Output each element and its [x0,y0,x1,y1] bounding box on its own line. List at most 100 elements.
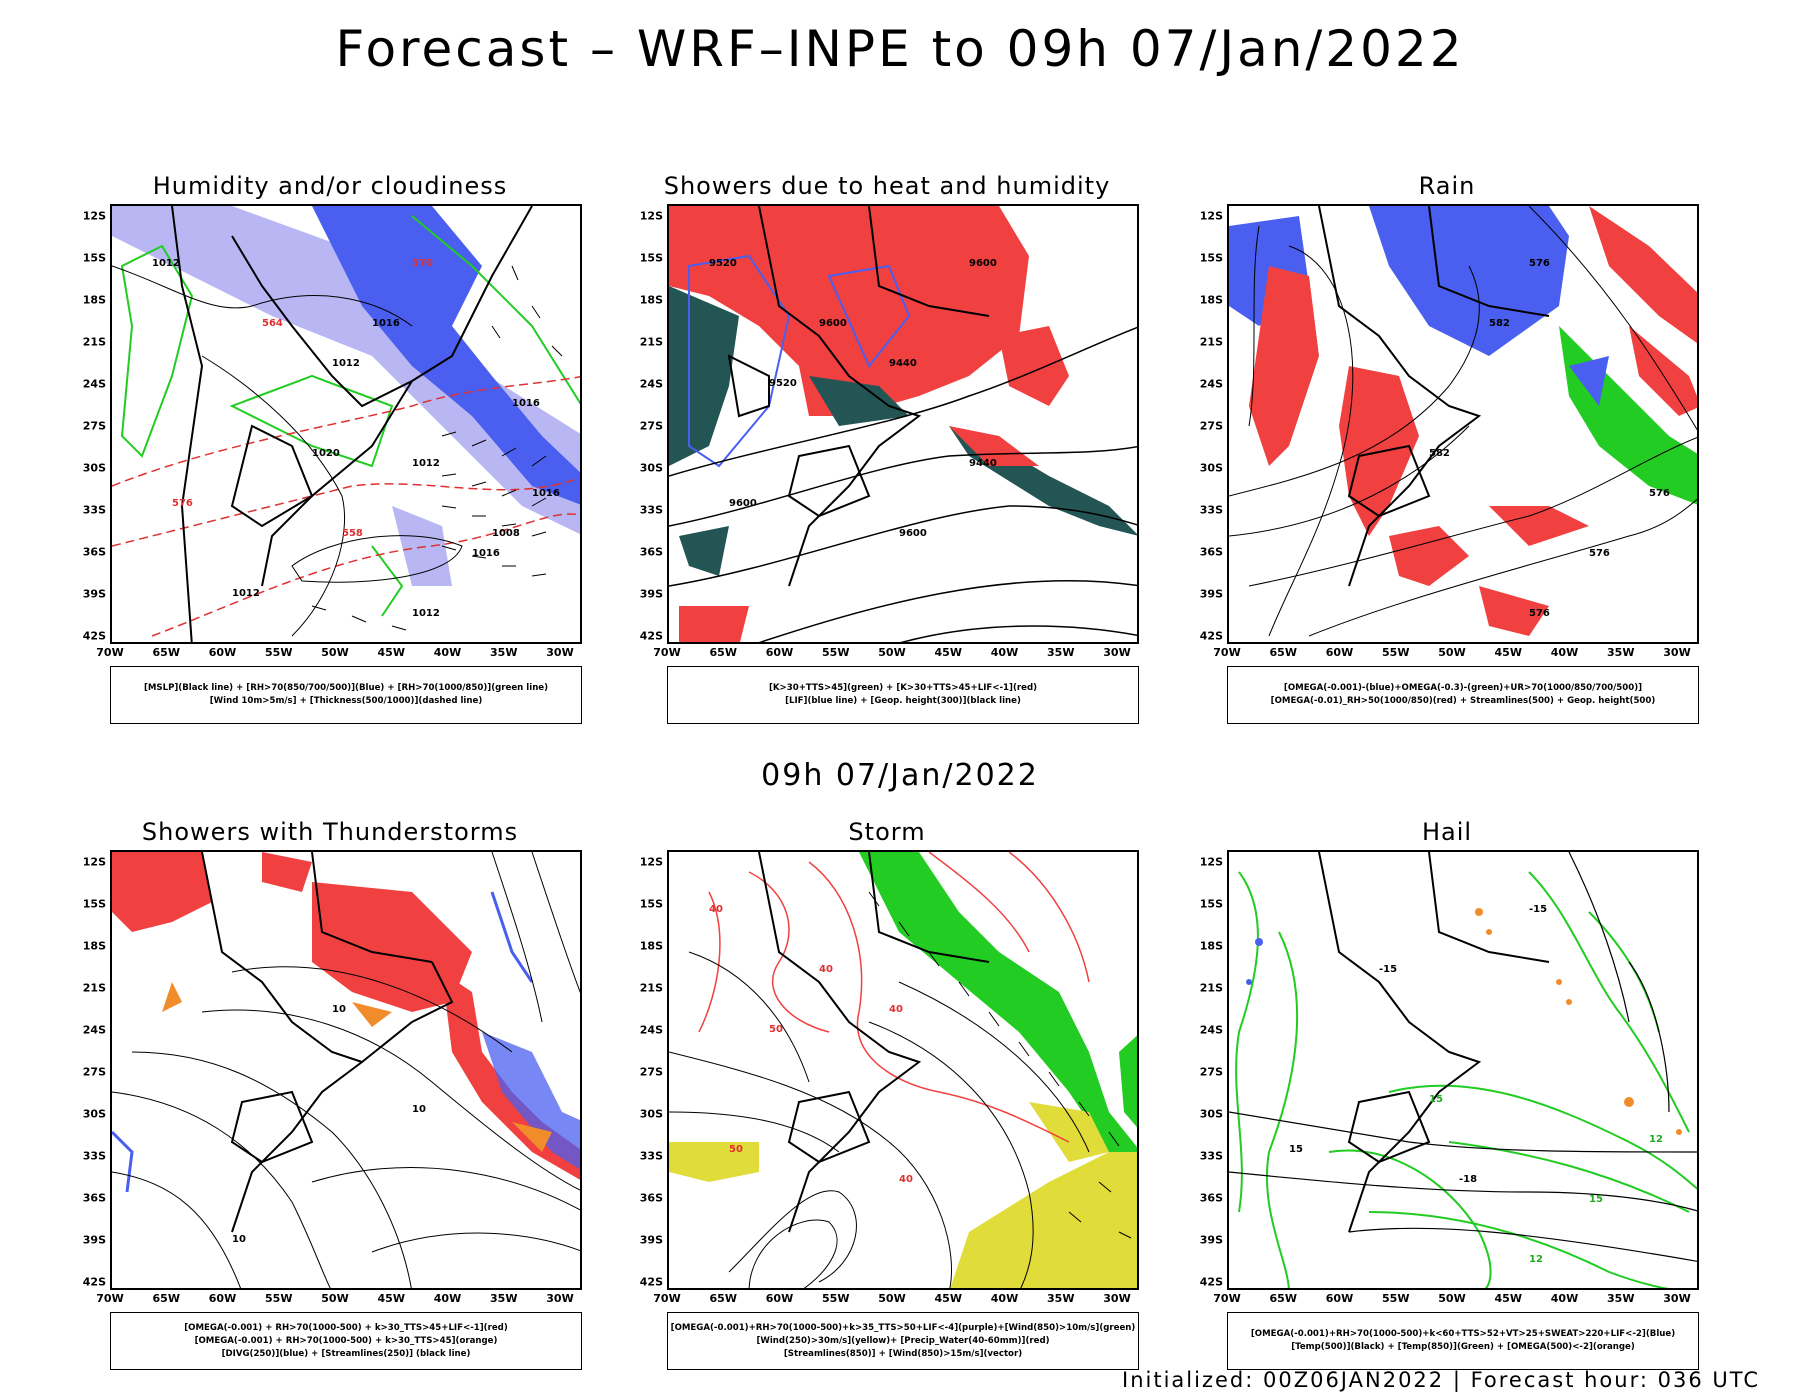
contour-label: 10 [332,1004,346,1015]
contour-label: 1016 [512,398,540,409]
lat-tick-label: 42S [82,629,106,643]
legend-rain: [OMEGA(-0.001)-(blue)+OMEGA(-0.3)-(green… [1227,666,1699,724]
lat-tick-label: 12S [1199,209,1223,223]
contour-label: 1016 [472,548,500,559]
lon-tick-label: 70W [653,1292,681,1305]
contour-label: 10 [412,1104,426,1115]
lon-axis: 70W 65W 60W 55W 50W 45W 40W 35W 30W [96,1292,582,1308]
lat-tick-label: 24S [1199,1023,1223,1037]
panel-rain: Rain 12S 15S 18S 21S 24S 27S 30S 33S 36S 39S 42S [1187,172,1707,732]
contour-label: 570 [412,258,433,269]
contour-label: 1012 [232,588,260,599]
contour-label: 9600 [899,528,927,539]
lat-tick-label: 27S [1199,419,1223,433]
contour-label: 50 [769,1024,783,1035]
lon-tick-label: 30W [1103,646,1131,659]
contour-label: 9600 [729,498,757,509]
legend-line-1: [OMEGA(-0.001)+RH>70(1000-500)+k<60+TTS>… [1250,1329,1676,1339]
lat-tick-label: 12S [639,855,663,869]
map-rain[interactable]: 582 582 576 576 576 576 [1227,204,1699,644]
lat-tick-label: 15S [639,897,663,911]
lon-tick-label: 50W [321,1292,349,1305]
panel-showers-heat: Showers due to heat and humidity 12S 15S 1… [627,172,1147,732]
lat-tick-label: 36S [1199,1191,1223,1205]
lat-tick-label: 30S [639,1107,663,1121]
lat-axis: 12S 15S 18S 21S 24S 27S 30S 33S 36S 39S 42S [627,850,667,1290]
lon-tick-label: 50W [321,646,349,659]
legend-storm: [OMEGA(-0.001)+RH>70(1000-500)+k>35_TTS>… [667,1312,1139,1370]
panel-humidity: Humidity and/or cloudiness 12S 15S 18S 21S 2… [70,172,590,732]
lon-axis: 70W 65W 60W 55W 50W 45W 40W 35W 30W [1213,1292,1699,1308]
contour-label: 12 [1529,1254,1543,1265]
lon-tick-label: 70W [1213,1292,1241,1305]
lat-tick-label: 24S [639,1023,663,1037]
lon-tick-label: 60W [765,646,794,659]
map-showers-heat[interactable]: 9600 9600 9600 9600 9520 9520 9440 9440 [667,204,1139,644]
contour-label: 1012 [412,608,440,619]
lat-tick-label: 42S [1199,1275,1223,1289]
lon-tick-label: 45W [377,1292,405,1305]
lat-tick-label: 30S [639,461,663,475]
contour-label: 50 [729,1144,743,1155]
lon-tick-label: 70W [653,646,681,659]
lat-tick-label: 42S [639,1275,663,1289]
lat-tick-label: 24S [1199,377,1223,391]
contour-label: 576 [1589,548,1610,559]
lon-tick-label: 50W [1438,646,1466,659]
legend-thunderstorms: [OMEGA(-0.001) + RH>70(1000-500) + k>30_… [110,1312,582,1370]
lon-tick-label: 30W [546,1292,574,1305]
lon-tick-label: 40W [990,646,1019,659]
lat-tick-label: 33S [82,1149,106,1163]
lat-axis: 12S 15S 18S 21S 24S 27S 30S 33S 36S 39S 42S [1187,204,1227,644]
map-storm[interactable]: 40 40 50 50 40 40 [667,850,1139,1290]
lat-tick-label: 24S [82,1023,106,1037]
legend-line-2: [Wind 10m>5m/s] + [Thickness(500/1000)](… [209,696,483,706]
lat-tick-label: 33S [639,503,663,517]
lat-tick-label: 42S [82,1275,106,1289]
lon-tick-label: 65W [1269,646,1297,659]
lon-tick-label: 55W [822,646,850,659]
lon-tick-label: 40W [1550,1292,1579,1305]
lat-tick-label: 33S [82,503,106,517]
contour-label: 576 [1529,258,1550,269]
lon-tick-label: 60W [208,646,237,659]
legend-line-3: [Streamlines(850)] + [Wind(850)>15m/s](v… [783,1348,1023,1359]
lon-tick-label: 60W [208,1292,237,1305]
panel-title-storm: Storm [848,818,926,846]
lon-tick-label: 65W [709,646,737,659]
contour-label: 15 [1429,1094,1443,1105]
lat-tick-label: 39S [1199,1233,1223,1247]
contour-label: 576 [1649,488,1670,499]
lon-tick-label: 45W [1494,646,1522,659]
contour-label: 9600 [969,258,997,269]
legend-humidity: [MSLP](Black line) + [RH>70(850/700/500)… [110,666,582,724]
lat-tick-label: 42S [1199,629,1223,643]
lat-tick-label: 18S [639,939,663,953]
legend-hail: [OMEGA(-0.001)+RH>70(1000-500)+k<60+TTS>… [1227,1312,1699,1370]
lat-tick-label: 33S [1199,1149,1223,1163]
panel-title-thunderstorms: Showers with Thunderstorms [141,818,519,846]
lat-tick-label: 27S [82,419,106,433]
contour-label: 1016 [372,318,400,329]
lat-tick-label: 12S [82,855,106,869]
map-hail[interactable]: 15 15 12 12 -15 -15 -18 15 [1227,850,1699,1290]
lon-axis: 70W 65W 60W 55W 50W 45W 40W 35W 30W [1213,646,1699,662]
lat-tick-label: 39S [1199,587,1223,601]
contour-label: 582 [1429,448,1450,459]
map-thunderstorms[interactable]: 10 10 10 [110,850,582,1290]
contour-label: -18 [1459,1174,1477,1185]
lon-tick-label: 50W [1438,1292,1466,1305]
lon-tick-label: 65W [152,646,180,659]
legend-line-1: [MSLP](Black line) + [RH>70(850/700/500)… [143,683,549,693]
lon-tick-label: 35W [1607,646,1635,659]
contour-label: 1016 [532,488,560,499]
lat-axis: 12S 15S 18S 21S 24S 27S 30S 33S 36S 39S 42S [1187,850,1227,1290]
map-humidity[interactable]: 1012 1012 1012 1012 1008 1016 1016 1020 1016 1016… [110,204,582,644]
contour-label: 576 [172,498,193,509]
lon-tick-label: 45W [377,646,405,659]
lat-tick-label: 18S [1199,293,1223,307]
lat-tick-label: 21S [639,335,663,349]
lon-tick-label: 35W [1607,1292,1635,1305]
lat-tick-label: 18S [82,939,106,953]
panel-thunderstorms: Showers with Thunderstorms 12S 15S 18S 21S 2… [70,818,590,1378]
